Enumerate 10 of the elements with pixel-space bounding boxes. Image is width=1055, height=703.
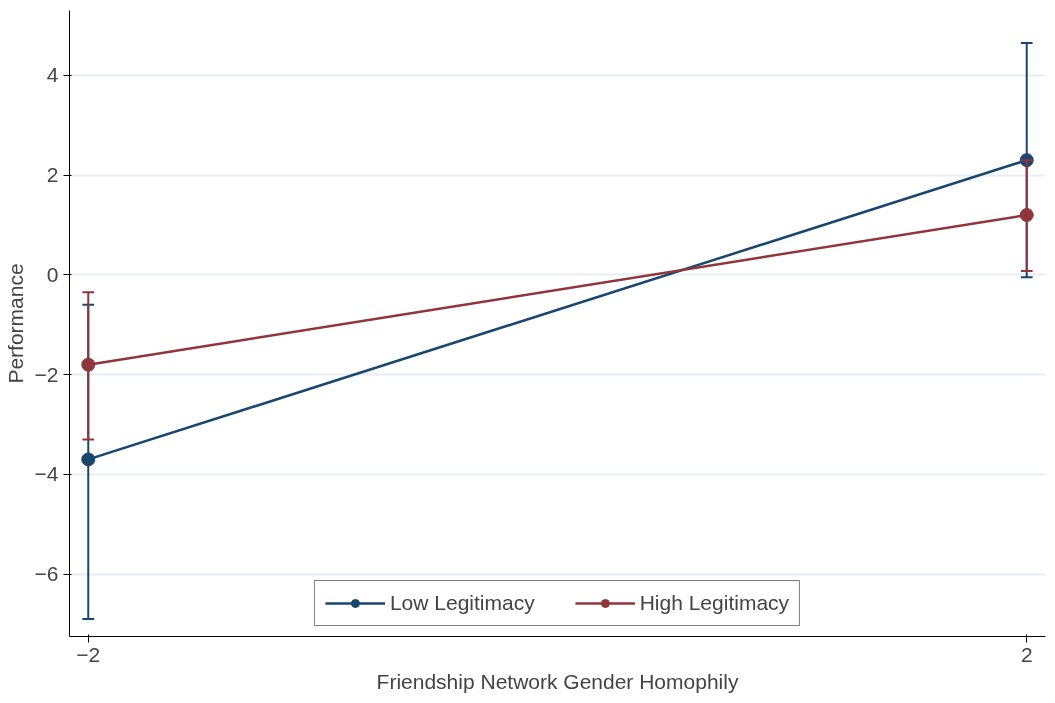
legend-label: Low Legitimacy [389,591,535,615]
y-tick-label: 2 [46,163,59,187]
x-axis-title: Friendship Network Gender Homophily [376,669,739,693]
y-tick-label: 4 [46,63,59,87]
legend-label: High Legitimacy [639,591,790,615]
y-axis-title: Performance [3,263,27,384]
y-tick-label: −6 [34,562,59,586]
y-tick-label: −2 [34,362,59,386]
y-tick-label: 0 [46,262,59,286]
y-tick-label: −4 [34,462,59,486]
